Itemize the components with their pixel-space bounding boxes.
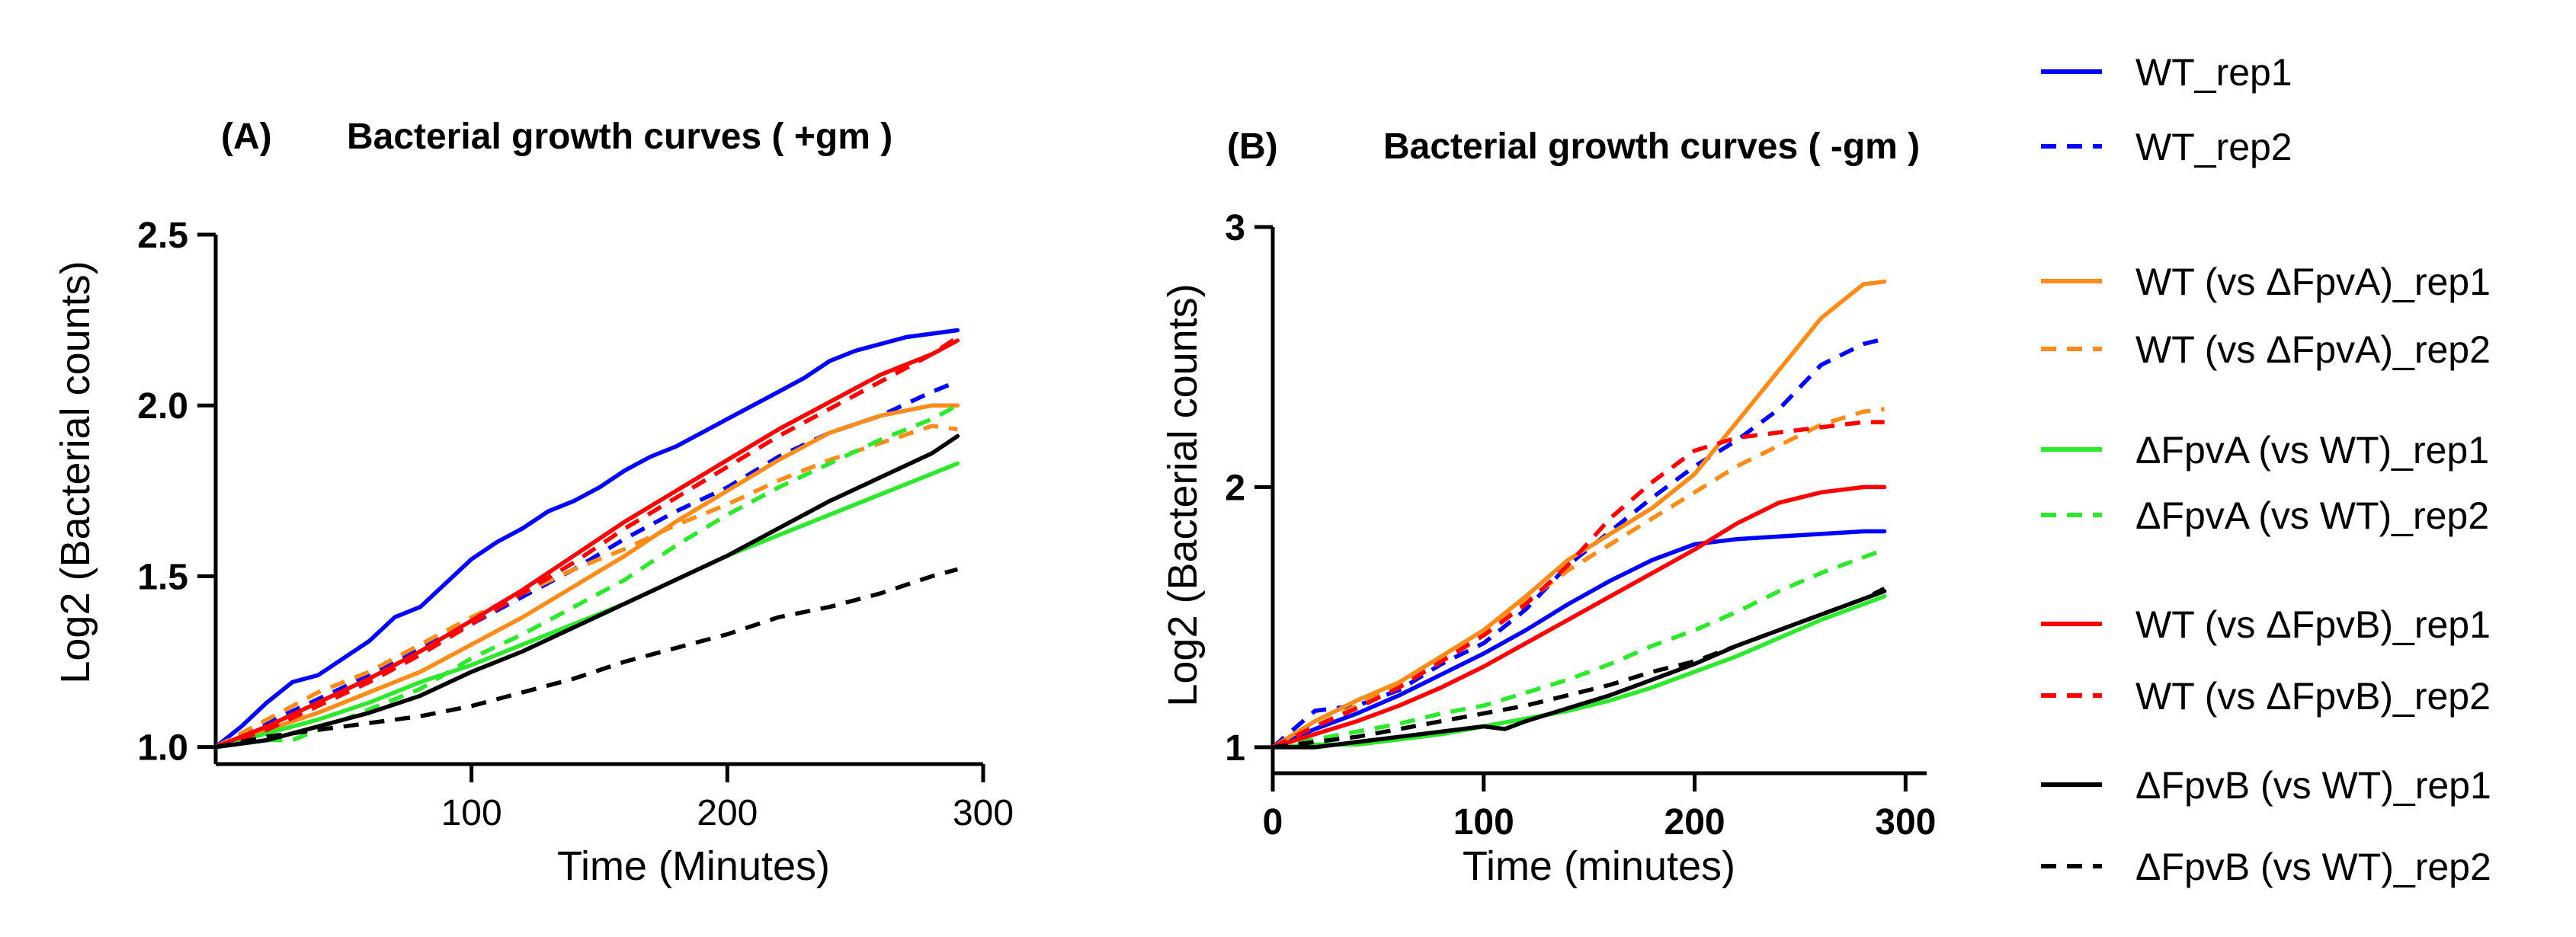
panel-a-series-fpva-vs-wt-rep2 — [215, 403, 959, 750]
panel-a-y-axis-title: Log2 (Bacterial counts) — [53, 261, 98, 683]
panel-b-y-tick-label: 3 — [1225, 208, 1245, 248]
panel-b-tag: (B) — [1227, 126, 1278, 167]
legend-label-wt-rep1: WT_rep1 — [2135, 51, 2292, 94]
panel-b-series-wt-rep2 — [1271, 337, 1886, 749]
panel-b-axes: 1 2 3 0 100 200 300 — [1225, 208, 1936, 843]
panel-a-x-tick-label: 200 — [697, 793, 758, 833]
panel-a-series — [213, 328, 960, 750]
panel-b-y-tick-label: 2 — [1225, 468, 1245, 508]
panel-b-series-wt-vs-fpvb-rep2 — [1271, 420, 1885, 750]
panel-b-series-fpvb-vs-wt-rep1 — [1270, 589, 1887, 750]
panel-a-y-tick-label: 2.5 — [137, 216, 188, 256]
panel-a-title: Bacterial growth curves ( +gm ) — [347, 117, 892, 157]
panel-a-axes: 1.0 1.5 2.0 2.5 100 200 300 — [137, 216, 1014, 833]
legend: WT_rep1 WT_rep2 WT (vs ΔFpvA)_rep1 WT (vs Δ… — [2041, 51, 2491, 888]
panel-a-series-wt-rep1 — [213, 328, 960, 750]
panel-a-chart: (A) Bacterial growth curves ( +gm ) 1.01… — [53, 117, 1014, 889]
panel-b-x-tick-label: 100 — [1453, 802, 1514, 843]
legend-label-wt-vs-fpva-rep2: WT (vs ΔFpvA)_rep2 — [2135, 328, 2491, 371]
panel-a-x-tick-label: 100 — [441, 793, 502, 833]
panel-b-x-axis-title: Time (minutes) — [1463, 843, 1735, 889]
panel-b-y-tick-label: 1 — [1225, 728, 1245, 769]
legend-label-fpva-vs-wt-rep1: ΔFpvA (vs WT)_rep1 — [2135, 429, 2489, 472]
panel-a-series-wt-vs-fpvb-rep2 — [215, 335, 959, 750]
panel-b-x-tick-label: 0 — [1263, 802, 1283, 843]
legend-label-wt-vs-fpvb-rep1: WT (vs ΔFpvB)_rep1 — [2135, 603, 2491, 646]
panel-a-tag: (A) — [221, 117, 272, 157]
panel-a-series-wt-vs-fpvb-rep1 — [213, 338, 960, 750]
panel-b-series-wt-rep1 — [1270, 529, 1887, 750]
legend-label-wt-rep2: WT_rep2 — [2135, 126, 2292, 168]
panel-b-series-wt-vs-fpva-rep1 — [1270, 279, 1887, 750]
panel-a-series-fpvb-vs-wt-rep1 — [213, 433, 960, 750]
legend-label-fpva-vs-wt-rep2: ΔFpvA (vs WT)_rep2 — [2135, 494, 2489, 537]
panel-b-series-fpvb-vs-wt-rep2 — [1272, 587, 1886, 750]
panel-a-y-tick-label: 1.0 — [137, 728, 188, 769]
legend-label-wt-vs-fpva-rep1: WT (vs ΔFpvA)_rep1 — [2135, 261, 2491, 303]
panel-a-y-tick-label: 2.0 — [137, 386, 188, 427]
legend-label-wt-vs-fpvb-rep2: WT (vs ΔFpvB)_rep2 — [2135, 675, 2491, 718]
panel-a-x-tick-label: 300 — [953, 793, 1014, 833]
panel-b-series — [1270, 279, 1887, 750]
panel-b-title: Bacterial growth curves ( -gm ) — [1383, 126, 1920, 167]
panel-a-series-fpva-vs-wt-rep1 — [213, 461, 960, 750]
panel-b-series-wt-vs-fpvb-rep1 — [1270, 484, 1887, 750]
panel-a-x-axis-title: Time (Minutes) — [557, 843, 830, 889]
panel-a-series-fpvb-vs-wt-rep2 — [215, 567, 959, 750]
panel-b-series-wt-vs-fpva-rep2 — [1271, 407, 1885, 750]
panel-b-series-fpva-vs-wt-rep1 — [1270, 594, 1887, 750]
panel-a-series-wt-vs-fpva-rep1 — [213, 403, 960, 750]
panel-a-series-wt-rep2 — [214, 379, 959, 750]
panel-b-y-axis-title: Log2 (Bacterial counts) — [1160, 283, 1206, 706]
panel-b-chart: (B) Bacterial growth curves ( -gm ) 1230… — [1160, 126, 1936, 889]
panel-b-x-tick-label: 300 — [1875, 802, 1936, 843]
legend-label-fpvb-vs-wt-rep1: ΔFpvB (vs WT)_rep1 — [2135, 764, 2491, 807]
legend-label-fpvb-vs-wt-rep2: ΔFpvB (vs WT)_rep2 — [2135, 846, 2491, 888]
panel-b-x-tick-label: 200 — [1664, 802, 1725, 843]
panel-a-y-tick-label: 1.5 — [137, 557, 188, 597]
panel-b-series-fpva-vs-wt-rep2 — [1272, 547, 1886, 750]
